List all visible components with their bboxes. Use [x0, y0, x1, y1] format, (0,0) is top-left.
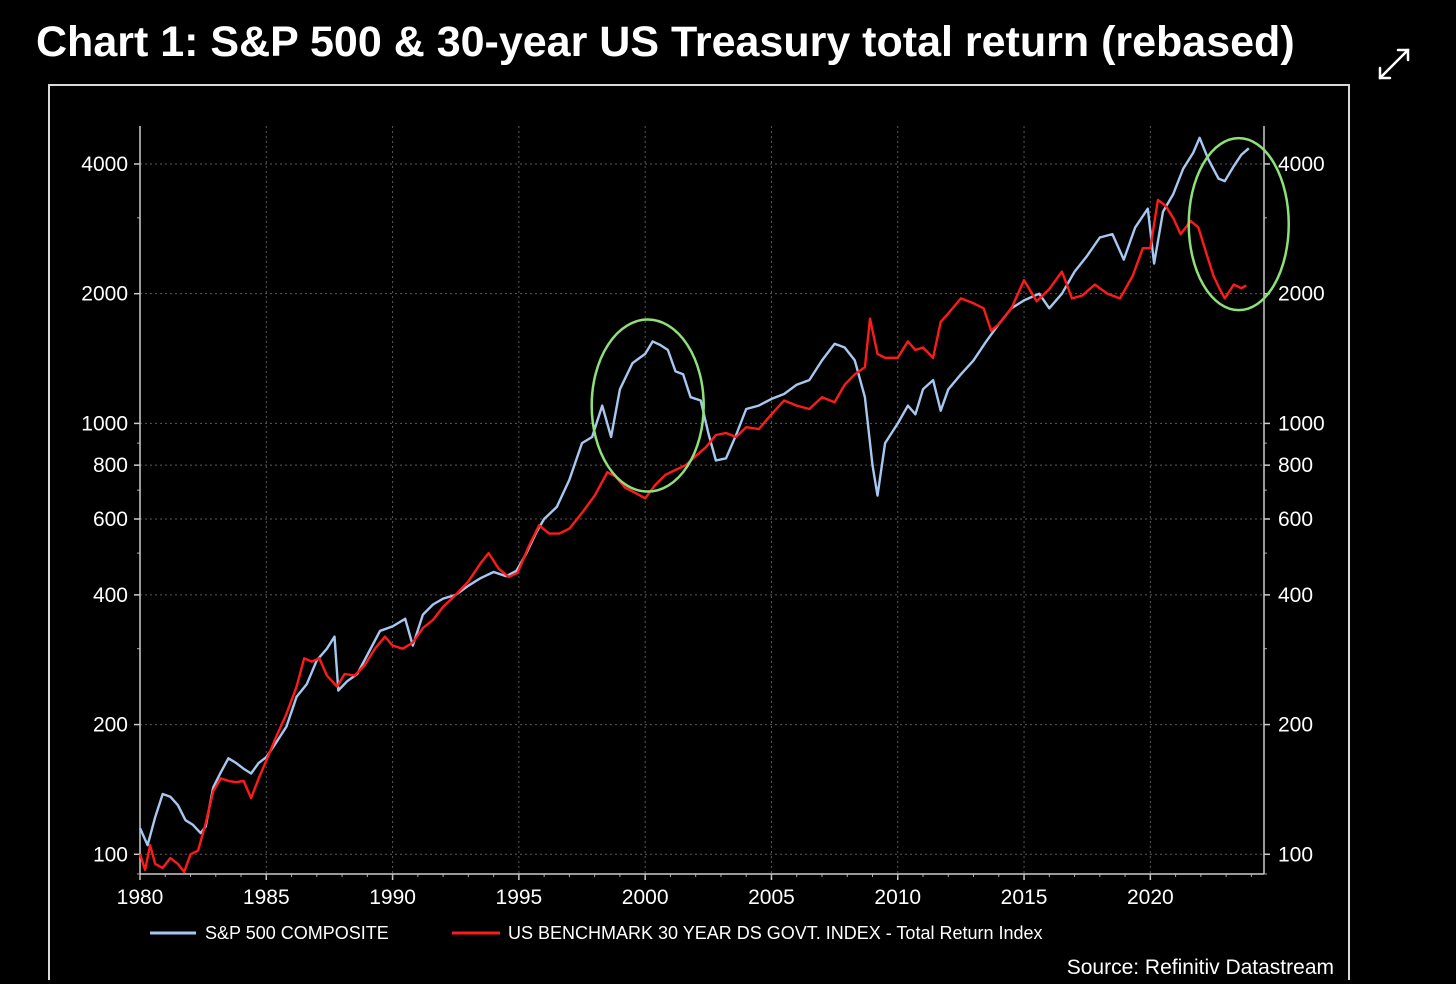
grid-layer [139, 126, 1264, 874]
y-tick-label-right: 4000 [1278, 153, 1325, 176]
y-tick-label-right: 600 [1278, 508, 1313, 531]
y-tick-label-left: 2000 [81, 283, 128, 306]
x-tick-label: 2005 [748, 886, 795, 909]
chart-panel: 1980 1985 1990 1995 2000 2005 2010 2015 2020 100 1… [48, 84, 1350, 980]
expand-arrows-icon[interactable] [1374, 44, 1414, 84]
y-tick-label-left: 600 [93, 508, 128, 531]
y-tick-label-left: 800 [93, 454, 128, 477]
y-tick-label-left: 4000 [81, 153, 128, 176]
x-tick-label: 1990 [369, 886, 416, 909]
y-tick-label-right: 200 [1278, 714, 1313, 737]
x-tick-label: 1980 [117, 886, 164, 909]
chart-svg: 1980 1985 1990 1995 2000 2005 2010 2015 2020 100 1… [81, 126, 1334, 979]
y-tick-label-left: 100 [93, 843, 128, 866]
highlight-circle [1187, 136, 1290, 312]
x-tick-label: 2015 [1001, 886, 1048, 909]
legend-label-treasury: US BENCHMARK 30 YEAR DS GOVT. INDEX - To… [508, 923, 1043, 943]
axis-layer: 1980 1985 1990 1995 2000 2005 2010 2015 2020 100 1… [81, 126, 1325, 909]
x-tick-label: 1985 [243, 886, 290, 909]
y-tick-label-right: 400 [1278, 584, 1313, 607]
series-layer [138, 136, 1250, 874]
y-tick-label-left: 400 [93, 584, 128, 607]
highlight-circle [590, 318, 705, 493]
x-tick-label: 2010 [874, 886, 921, 909]
legend-label-sp500: S&P 500 COMPOSITE [205, 923, 389, 943]
annotation-layer [590, 136, 1290, 493]
y-tick-label-left: 1000 [81, 412, 128, 435]
source-note: Source: Refinitiv Datastream [1067, 956, 1334, 979]
x-tick-label: 2020 [1127, 886, 1174, 909]
chart-legend: S&P 500 COMPOSITE US BENCHMARK 30 YEAR D… [150, 923, 1043, 943]
x-tick-label: 2000 [622, 886, 669, 909]
y-tick-label-right: 800 [1278, 454, 1313, 477]
y-tick-label-right: 1000 [1278, 412, 1325, 435]
x-tick-label: 1995 [496, 886, 543, 909]
y-tick-label-right: 100 [1278, 843, 1313, 866]
treasury-line [138, 198, 1247, 874]
y-tick-label-left: 200 [93, 714, 128, 737]
chart-title: Chart 1: S&P 500 & 30-year US Treasury t… [36, 18, 1295, 66]
sp500-line [138, 136, 1250, 847]
y-tick-label-right: 2000 [1278, 283, 1325, 306]
